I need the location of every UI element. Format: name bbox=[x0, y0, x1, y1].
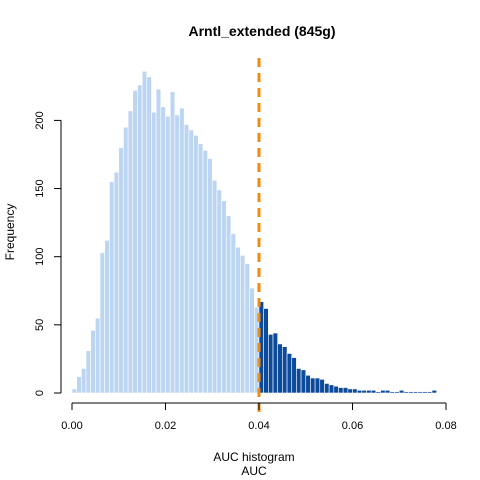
histogram-bar bbox=[221, 200, 227, 394]
histogram-bar bbox=[375, 391, 381, 394]
x-axis: 0.00 0.02 0.04 0.06 0.08 bbox=[61, 402, 457, 432]
histogram-bar bbox=[296, 368, 302, 394]
histogram-bar bbox=[151, 111, 157, 394]
histogram-bar bbox=[85, 350, 92, 394]
histogram-bar bbox=[71, 388, 77, 394]
histogram-bar bbox=[235, 246, 241, 394]
histogram-bar bbox=[113, 171, 120, 394]
chart-title: Arntl_extended (845g) bbox=[188, 23, 335, 39]
histogram-bar bbox=[342, 387, 349, 394]
y-tick-label: 200 bbox=[34, 111, 46, 129]
y-tick-label: 50 bbox=[34, 319, 46, 331]
histogram-bar bbox=[183, 124, 190, 394]
histogram-bar bbox=[431, 389, 437, 394]
histogram-bar bbox=[244, 263, 250, 394]
histogram-bar bbox=[412, 391, 419, 394]
histogram-bar bbox=[165, 116, 171, 394]
histogram-bar bbox=[310, 377, 316, 394]
histogram-bar bbox=[347, 388, 353, 394]
y-tick-label: 0 bbox=[34, 390, 46, 396]
histogram-bar bbox=[314, 377, 321, 394]
histogram-bar bbox=[277, 343, 283, 394]
histogram-bar bbox=[291, 357, 297, 394]
x-tick-label: 0.06 bbox=[342, 420, 363, 432]
histogram-bar bbox=[197, 143, 204, 394]
x-axis-sublabel: AUC bbox=[241, 464, 267, 478]
histogram-bar bbox=[137, 84, 143, 394]
y-axis-label: Frequency bbox=[3, 204, 17, 261]
histogram-bar bbox=[95, 317, 101, 394]
histogram-bar bbox=[90, 330, 96, 394]
x-tick-label: 0.00 bbox=[61, 420, 82, 432]
histogram-bar bbox=[104, 240, 110, 394]
histogram-bar bbox=[99, 252, 106, 394]
histogram-bar bbox=[333, 385, 339, 394]
histogram-bar bbox=[338, 387, 344, 394]
histogram-bar bbox=[324, 383, 330, 394]
histogram-bar bbox=[389, 391, 395, 394]
histogram-bar bbox=[398, 389, 405, 394]
histogram-bar bbox=[174, 114, 180, 394]
histogram-bar bbox=[426, 391, 433, 394]
histogram-bar bbox=[202, 150, 208, 394]
histogram-bar bbox=[422, 391, 428, 394]
histogram-bar bbox=[366, 389, 372, 394]
histogram-bar bbox=[240, 255, 246, 394]
histogram-bar bbox=[141, 71, 148, 394]
histogram-bar bbox=[417, 391, 423, 394]
histogram-bar bbox=[361, 389, 367, 394]
histogram-bar bbox=[169, 91, 176, 394]
histogram-bar bbox=[384, 389, 391, 394]
histogram-bar bbox=[118, 147, 124, 394]
histogram-bar bbox=[193, 135, 199, 394]
y-tick-label: 150 bbox=[34, 179, 46, 197]
histogram-bar bbox=[370, 389, 377, 394]
histogram-bar bbox=[155, 88, 162, 394]
y-axis: 0 50 100 150 200 bbox=[34, 111, 62, 396]
x-tick-label: 0.04 bbox=[248, 420, 269, 432]
histogram-bar bbox=[211, 180, 218, 394]
histogram-bar bbox=[300, 369, 307, 394]
x-axis-label: AUC histogram bbox=[213, 450, 294, 464]
y-tick-label: 100 bbox=[34, 248, 46, 266]
histogram-bar bbox=[328, 384, 335, 394]
histogram-bar bbox=[408, 391, 414, 394]
histogram-bar bbox=[268, 334, 274, 394]
x-tick-label: 0.08 bbox=[435, 420, 456, 432]
histogram-bar bbox=[179, 107, 185, 394]
histogram-bar bbox=[216, 189, 222, 394]
histogram-bars bbox=[71, 71, 437, 394]
histogram-bar bbox=[132, 90, 138, 394]
histogram-bar bbox=[319, 379, 325, 394]
histogram-bar bbox=[272, 332, 278, 394]
histogram-bar bbox=[249, 287, 255, 394]
histogram-bar bbox=[282, 346, 288, 394]
histogram-bar bbox=[146, 76, 152, 394]
histogram-bar bbox=[394, 391, 400, 394]
histogram-bar bbox=[263, 308, 269, 394]
histogram-bar bbox=[230, 233, 236, 394]
histogram-bar bbox=[356, 389, 363, 394]
histogram-bar bbox=[380, 389, 386, 394]
histogram-bar bbox=[109, 181, 115, 394]
x-tick-label: 0.02 bbox=[155, 420, 176, 432]
histogram-bar bbox=[160, 106, 166, 394]
histogram-bar bbox=[225, 215, 232, 394]
histogram-bar bbox=[286, 353, 293, 394]
histogram-bar bbox=[207, 158, 213, 394]
histogram-bar bbox=[76, 376, 82, 394]
histogram-bar bbox=[188, 129, 194, 394]
histogram-bar bbox=[123, 126, 129, 394]
histogram-bar bbox=[352, 388, 358, 394]
histogram-bar bbox=[403, 391, 409, 394]
histogram-bar bbox=[81, 368, 87, 394]
histogram-bar bbox=[305, 374, 311, 394]
histogram-bar bbox=[127, 110, 134, 394]
